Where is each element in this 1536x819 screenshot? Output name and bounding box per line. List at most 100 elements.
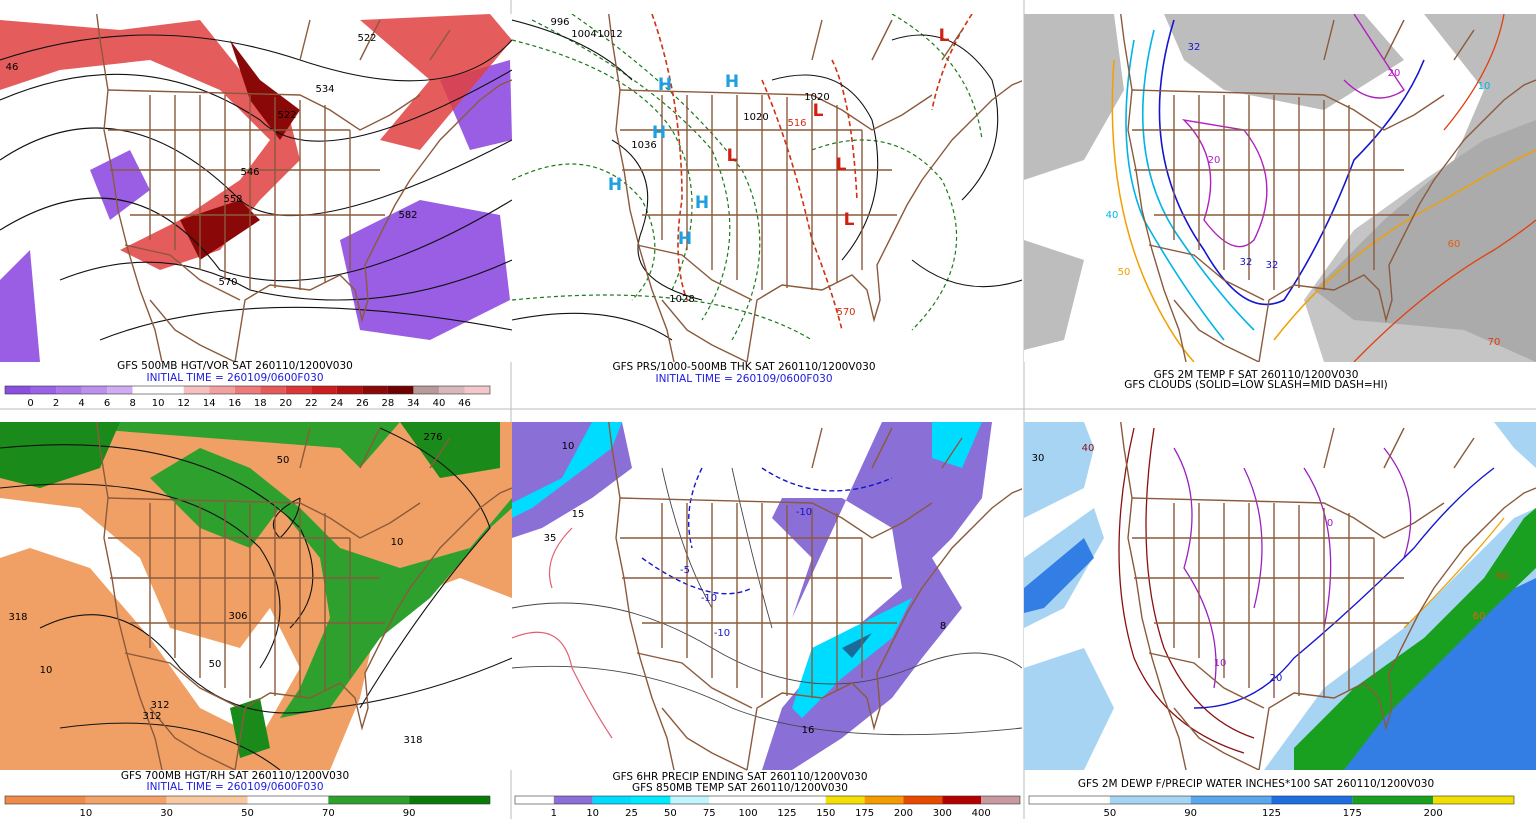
temp-label: -10	[714, 628, 730, 639]
colorbar-label: 34	[407, 398, 420, 409]
colorbar-segment	[981, 796, 1020, 804]
map: 40 30 50 60 10 20 0	[1024, 422, 1536, 770]
panel: 32 32 20 20 32 40 50 60 70 10 GFS 2M TEM…	[1024, 14, 1536, 391]
colorbar-segment	[409, 796, 490, 804]
caption: GFS 6HR PRECIP ENDING SAT 260110/1200V03…	[612, 771, 867, 783]
colorbar-segment	[85, 796, 167, 804]
thickness-label: 570	[836, 307, 855, 318]
rh-label: 50	[209, 659, 222, 670]
contour-label: 546	[240, 167, 259, 178]
colorbar-label: 50	[664, 808, 677, 819]
colorbar-segment	[30, 386, 57, 394]
colorbar-label: 90	[403, 808, 416, 819]
contour-label: 46	[6, 62, 19, 73]
colorbar-segment	[336, 386, 363, 394]
isotherm-label: 20	[1388, 68, 1401, 79]
colorbar-label: 6	[104, 398, 110, 409]
colorbar-segment	[631, 796, 671, 804]
rh-label: 10	[391, 537, 404, 548]
colorbar-label: 10	[586, 808, 599, 819]
panel: 46 522 534 522 546 558 570 582 GFS 500MB…	[0, 14, 512, 409]
high-marker: H	[695, 193, 709, 213]
colorbar-label: 1	[551, 808, 557, 819]
colorbar-segment	[413, 386, 439, 394]
contour-label: 582	[398, 210, 417, 221]
colorbar-segment	[1433, 796, 1514, 804]
contour-label: 318	[8, 612, 27, 623]
contour-label: 312	[150, 700, 169, 711]
colorbar-segment	[464, 386, 490, 394]
dewpoint-label: 30	[1032, 453, 1045, 464]
colorbar-label: 10	[79, 808, 92, 819]
colorbar-segment	[515, 796, 554, 804]
contour-label: 312	[142, 711, 161, 722]
high-marker: H	[608, 175, 622, 195]
colorbar-segment	[247, 796, 329, 804]
colorbar-segment	[234, 386, 261, 394]
colorbar-label: 300	[933, 808, 952, 819]
colorbar: 0 2 4 6 8 10 12 14 16 18 20 22 24 26 28 34 40 46	[4, 385, 491, 409]
colorbar-segment	[56, 386, 82, 394]
colorbar-segment	[362, 386, 388, 394]
isotherm-label: 32	[1266, 260, 1279, 271]
colorbar-frame	[1028, 795, 1515, 805]
high-marker: H	[725, 72, 739, 92]
colorbar-segment	[709, 796, 749, 804]
colorbar-label: 90	[1184, 808, 1197, 819]
colorbar-frame	[514, 795, 1021, 805]
colorbar-segment	[825, 796, 865, 804]
contour-label: 276	[423, 432, 442, 443]
map: 46 522 534 522 546 558 570 582	[0, 14, 512, 362]
colorbar-label: 8	[129, 398, 135, 409]
colorbar-label: 75	[703, 808, 716, 819]
colorbar-segment	[942, 796, 982, 804]
colorbar-segment	[786, 796, 826, 804]
caption: GFS PRS/1000-500MB THK SAT 260110/1200V0…	[612, 361, 875, 373]
high-marker: H	[652, 123, 666, 143]
contour-label: 534	[315, 84, 334, 95]
isotherm-label: 32	[1188, 42, 1201, 53]
high-marker: H	[678, 229, 692, 249]
isotherm-label: 20	[1208, 155, 1221, 166]
colorbar-label: 46	[458, 398, 471, 409]
dewpoint-label: 0	[1327, 518, 1333, 529]
map: 318 312 312 306 276 50 10 318 10 50	[0, 422, 512, 770]
temp-label: -5	[680, 565, 690, 576]
colorbar-segment	[592, 796, 632, 804]
colorbar-label: 16	[228, 398, 241, 409]
panel: 996 1004 1012 1020 1028 1036 1020 570 51…	[512, 14, 1022, 385]
colorbar: 10 30 50 70 90	[4, 795, 491, 819]
colorbar-label: 28	[382, 398, 395, 409]
colorbar-label: 20	[279, 398, 292, 409]
colorbar-label: 50	[241, 808, 254, 819]
caption: GFS 500MB HGT/VOR SAT 260110/1200V030	[117, 360, 353, 372]
map: 32 32 20 20 32 40 50 60 70 10	[1024, 14, 1536, 362]
map: 996 1004 1012 1020 1028 1036 1020 570 51…	[512, 14, 1022, 363]
isobar-label: 1012	[597, 29, 622, 40]
temp-label: 8	[940, 621, 946, 632]
map: 10 15 35 -10 -10 -10 8 16 -5	[512, 422, 1022, 771]
low-marker: L	[727, 146, 738, 166]
caption: GFS 700MB HGT/RH SAT 260110/1200V030	[121, 770, 349, 782]
isobar-label: 1020	[743, 112, 768, 123]
temp-label: 35	[544, 533, 557, 544]
panel: 318 312 312 306 276 50 10 318 10 50 GFS …	[0, 422, 512, 819]
colorbar-segment	[328, 796, 410, 804]
colorbar-segment	[285, 386, 312, 394]
temp-label: 16	[802, 725, 815, 736]
colorbar-segment	[132, 386, 159, 394]
colorbar-segment	[864, 796, 904, 804]
colorbar-label: 25	[625, 808, 638, 819]
isotherm-label: 60	[1448, 239, 1461, 250]
colorbar-label: 200	[1424, 808, 1443, 819]
colorbar-label: 0	[27, 398, 33, 409]
colorbar: 50 90 125 175 200	[1028, 795, 1515, 819]
colorbar-segment	[553, 796, 593, 804]
dewpoint-label: 60	[1473, 611, 1486, 622]
colorbar-label: 24	[330, 398, 343, 409]
colorbar-label: 175	[1343, 808, 1362, 819]
colorbar-segment	[670, 796, 710, 804]
isotherm-label: 40	[1106, 210, 1119, 221]
colorbar-segment	[903, 796, 943, 804]
